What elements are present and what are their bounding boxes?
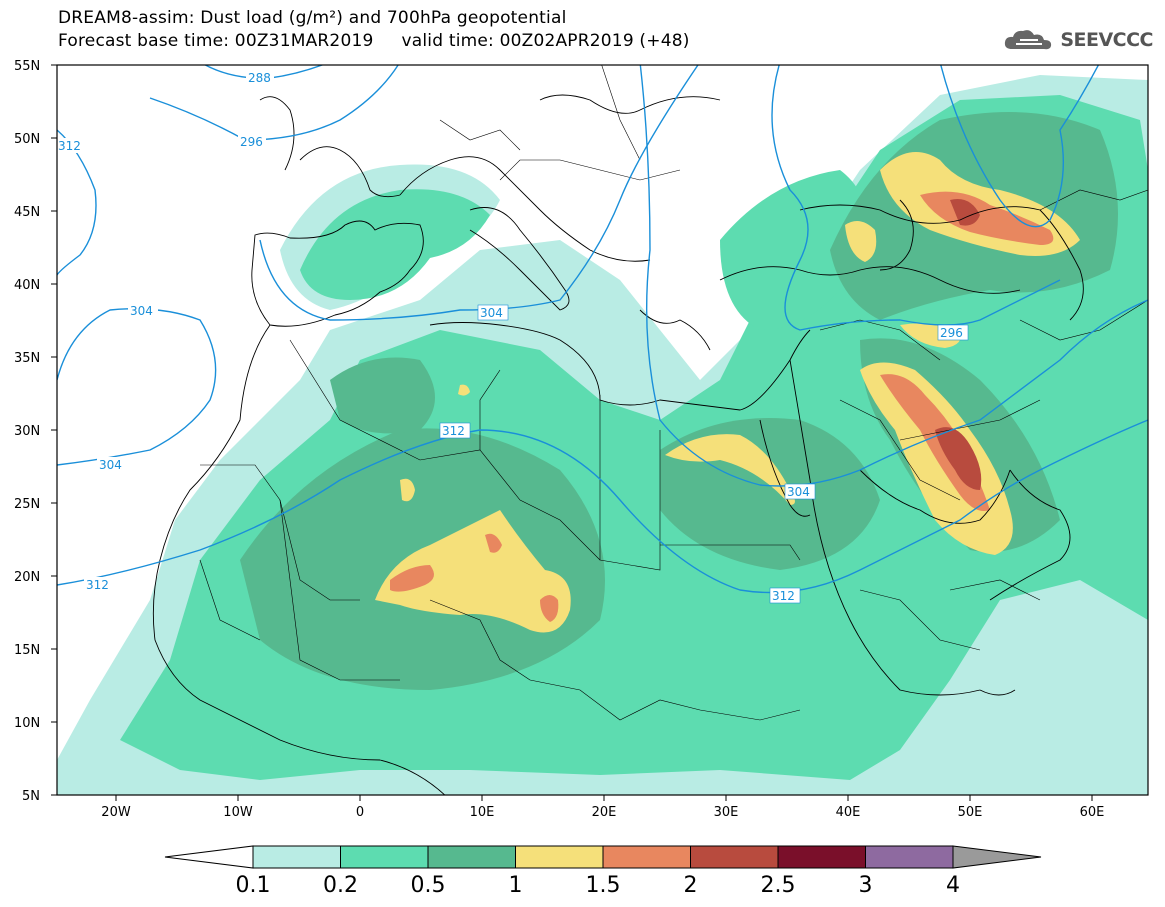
- contour-label: 288: [248, 71, 271, 85]
- dust-red: [935, 199, 982, 490]
- lat-label: 30N: [14, 424, 40, 439]
- contour-labels: 288 296 312 304 304 312 312 304 296 312 …: [57, 70, 969, 604]
- colorbar-bin-0: [252, 845, 341, 869]
- lat-label: 10N: [14, 716, 40, 731]
- colorbar-low-arrow: [164, 845, 254, 869]
- chart-subtitle: Forecast base time: 00Z31MAR2019 valid t…: [58, 31, 690, 51]
- contour-label: 304: [787, 485, 810, 499]
- lat-label: 55N: [14, 59, 40, 74]
- latitude-labels: 55N 50N 45N 40N 35N 30N 25N 20N 15N 10N …: [14, 59, 40, 804]
- contour-304-east: [639, 65, 1148, 487]
- colorbar-bin-2: [427, 845, 516, 869]
- contour-312-sahara: [57, 419, 1148, 594]
- lon-label: 20W: [101, 805, 131, 820]
- lat-label: 20N: [14, 570, 40, 585]
- colorbar-bin-4: [602, 845, 691, 869]
- contour-label: 312: [58, 139, 81, 153]
- coastlines: [152, 94, 1084, 795]
- lon-label: 10W: [223, 805, 253, 820]
- lon-label: 10E: [470, 805, 495, 820]
- colorbar-bin-6: [777, 845, 866, 869]
- contour-label: 304: [480, 306, 503, 320]
- lat-label: 5N: [22, 789, 40, 804]
- colorbar-tick: 4: [946, 873, 960, 898]
- colorbar-tick: 0.2: [323, 873, 358, 898]
- contour-label: 304: [99, 458, 122, 472]
- contour-label: 296: [240, 135, 263, 149]
- contour-304-west: [57, 308, 217, 466]
- lon-label: 60E: [1080, 805, 1105, 820]
- lon-label: 0: [356, 805, 364, 820]
- longitude-axis: [115, 795, 1093, 801]
- contour-ne: [940, 65, 1100, 228]
- contour-label: 304: [130, 304, 153, 318]
- lat-label: 45N: [14, 205, 40, 220]
- contour-312-nw: [57, 129, 97, 276]
- chart-title: DREAM8-assim: Dust load (g/m²) and 700hP…: [58, 8, 567, 28]
- contour-label: 296: [940, 326, 963, 340]
- colorbar-tick: 0.5: [411, 873, 446, 898]
- lat-label: 40N: [14, 278, 40, 293]
- colorbar-bin-1: [340, 845, 429, 869]
- colorbar-tick: 1.5: [586, 873, 621, 898]
- lat-label: 50N: [14, 132, 40, 147]
- latitude-axis: [51, 64, 57, 796]
- colorbar-tick: 1: [509, 873, 523, 898]
- logo-text: SEEVCCC: [1060, 29, 1153, 51]
- map-area: 288 296 312 304 304 312 312 304 296 312 …: [57, 65, 1148, 795]
- colorbar-tick: 2: [684, 873, 698, 898]
- country-borders: [199, 65, 1148, 721]
- contour-label: 312: [772, 589, 795, 603]
- lat-label: 35N: [14, 351, 40, 366]
- colorbar-high-arrow: [952, 845, 1042, 869]
- colorbar: [164, 845, 1042, 869]
- lat-label: 15N: [14, 643, 40, 658]
- colorbar-labels: 0.1 0.2 0.5 1 1.5 2 2.5 3 4: [236, 873, 961, 898]
- contour-label: 312: [86, 578, 109, 592]
- colorbar-tick: 3: [859, 873, 873, 898]
- colorbar-bin-5: [690, 845, 779, 869]
- lon-label: 20E: [592, 805, 617, 820]
- contour-296: [149, 65, 399, 141]
- longitude-labels: 20W 10W 0 10E 20E 30E 40E 50E 60E: [101, 805, 1104, 820]
- lon-label: 30E: [714, 805, 739, 820]
- geopotential-contours: [57, 65, 1148, 594]
- lat-label: 25N: [14, 497, 40, 512]
- contour-296-east: [771, 65, 1061, 331]
- colorbar-bin-7: [865, 845, 954, 869]
- lon-label: 40E: [836, 805, 861, 820]
- colorbar-bin-3: [515, 845, 604, 869]
- contour-304-med: [259, 65, 699, 321]
- lon-label: 50E: [958, 805, 983, 820]
- colorbar-tick: 0.1: [236, 873, 271, 898]
- cloud-icon: [1005, 30, 1052, 50]
- contour-label: 312: [442, 424, 465, 438]
- seevccc-logo: SEEVCCC: [1002, 27, 1153, 53]
- colorbar-tick: 2.5: [761, 873, 796, 898]
